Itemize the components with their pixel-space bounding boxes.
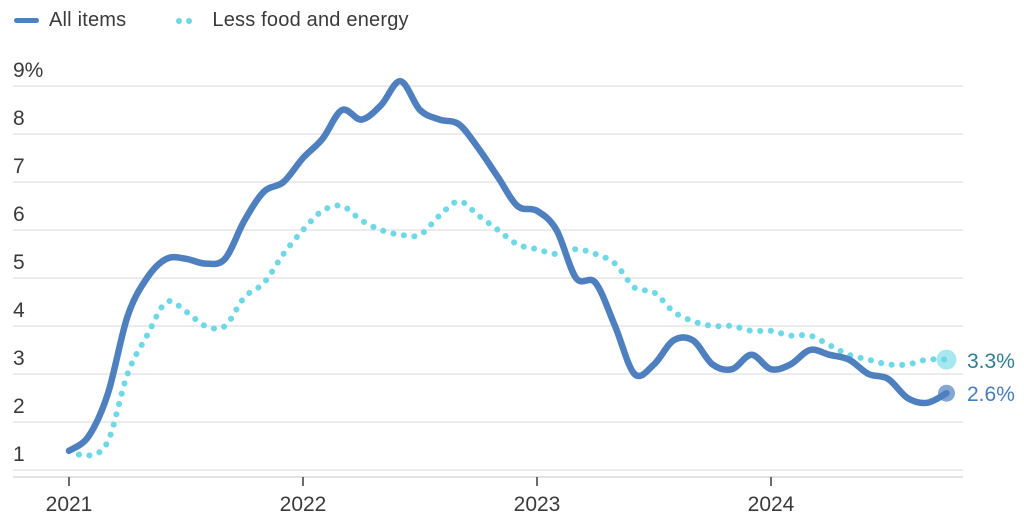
y-axis-label: 4 (13, 299, 25, 322)
core-end-dot (936, 349, 957, 370)
all-items-end-dot (938, 384, 955, 402)
x-axis-label: 2024 (747, 493, 795, 516)
series-line-all-items (65, 77, 950, 455)
y-axis-label: 6 (13, 203, 25, 226)
legend-item-all-items: All items (14, 9, 126, 32)
chart-legend: All items Less food and energy (14, 9, 409, 32)
y-axis-label: 2 (13, 395, 25, 418)
legend-label-core: Less food and energy (212, 9, 409, 31)
core-dotted-swatch-icon (176, 17, 198, 24)
y-axis-label: 8 (13, 107, 25, 130)
x-axis-label: 2023 (513, 493, 561, 516)
y-axis-label: 9% (13, 59, 44, 82)
x-axis-label: 2021 (45, 493, 93, 516)
legend-label-all-items: All items (49, 9, 127, 31)
y-axis-label: 7 (13, 155, 25, 178)
legend-item-core: Less food and energy (176, 9, 409, 32)
y-axis-label: 1 (13, 443, 25, 466)
all-items-line-swatch-icon (14, 18, 39, 23)
end-label-all-items: 2.6% (967, 383, 1015, 407)
end-label-core: 3.3% (967, 349, 1015, 373)
series-line-core (66, 198, 950, 459)
y-axis-label: 5 (13, 251, 25, 274)
x-axis-label: 2022 (279, 493, 327, 516)
y-axis-label: 3 (13, 347, 25, 370)
